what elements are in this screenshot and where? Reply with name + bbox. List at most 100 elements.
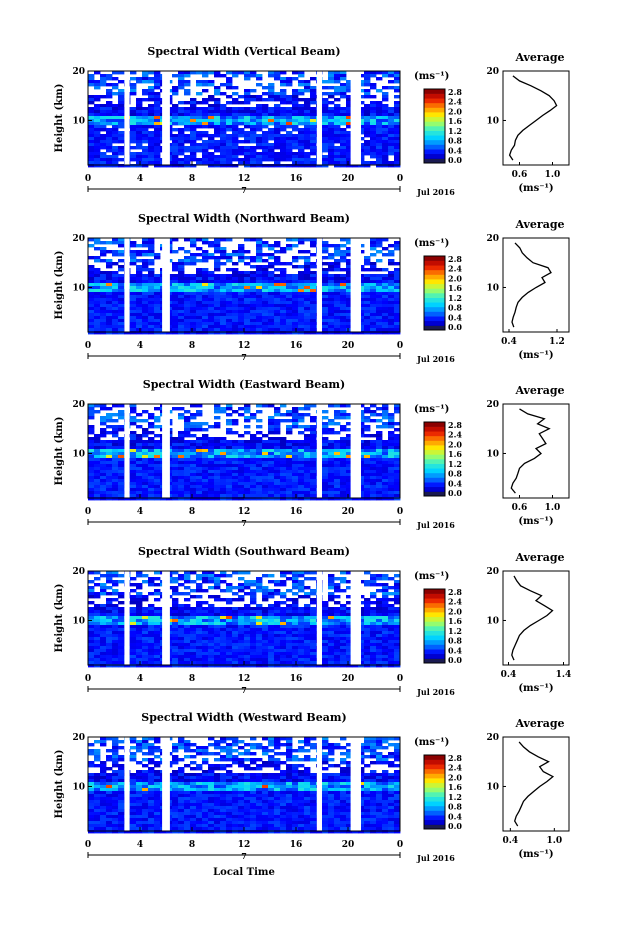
heatmap-cell: [106, 425, 113, 429]
heatmap-cell: [382, 161, 389, 165]
heatmap-cell: [196, 655, 203, 659]
data-gap: [124, 238, 130, 332]
x-tick-label: 12: [238, 174, 251, 184]
heatmap-cell: [214, 125, 221, 129]
heatmap-cell: [220, 410, 227, 414]
heatmap-cell: [232, 122, 239, 126]
heatmap-cell: [202, 116, 209, 120]
heatmap-cell: [238, 655, 245, 659]
heatmap-cell: [244, 140, 251, 144]
heatmap-cell: [226, 574, 233, 578]
heatmap-cell: [178, 470, 185, 474]
heatmap-cell: [136, 146, 143, 150]
heatmap-cell: [340, 476, 347, 480]
heatmap-cell: [274, 295, 281, 299]
heatmap-cell: [244, 431, 251, 435]
heatmap-cell: [310, 116, 317, 120]
heatmap-cell: [148, 143, 155, 147]
heatmap-cell: [382, 119, 389, 123]
heatmap-cell: [274, 125, 281, 129]
heatmap-cell: [106, 649, 113, 653]
colorbar-tick-label: 0.0: [448, 155, 462, 165]
heatmap-cell: [172, 464, 179, 468]
heatmap-cell: [310, 325, 317, 329]
heatmap-cell: [190, 640, 197, 644]
heatmap-cell: [196, 113, 203, 117]
heatmap-cell: [220, 625, 227, 629]
heatmap-cell: [232, 134, 239, 138]
heatmap-cell: [328, 458, 335, 462]
heatmap-cell: [214, 268, 221, 272]
heatmap-cell: [136, 619, 143, 623]
heatmap-cell: [202, 304, 209, 308]
heatmap-cell: [106, 634, 113, 638]
day-label: 7: [241, 518, 247, 528]
heatmap-cell: [196, 604, 203, 608]
heatmap-cell: [322, 110, 329, 114]
heatmap-cell: [220, 494, 227, 498]
heatmap-cell: [136, 631, 143, 635]
heatmap-cell: [250, 440, 257, 444]
heatmap-cell: [250, 664, 257, 668]
heatmap-cell: [364, 292, 371, 296]
profile-frame: [502, 237, 570, 333]
heatmap-cell: [286, 428, 293, 432]
heatmap-cell: [304, 119, 311, 123]
heatmap-cell: [298, 155, 305, 159]
heatmap-cell: [154, 470, 161, 474]
heatmap-cell: [310, 434, 317, 438]
heatmap-cell: [382, 280, 389, 284]
heatmap-cell: [262, 149, 269, 153]
heatmap-cell: [262, 131, 269, 135]
heatmap-cell: [136, 137, 143, 141]
heatmap-cell: [346, 241, 353, 245]
heatmap-cell: [346, 80, 353, 84]
heatmap-cell: [214, 467, 221, 471]
heatmap-cell: [262, 164, 269, 168]
heatmap-cell: [154, 301, 161, 305]
heatmap-cell: [334, 137, 341, 141]
heatmap-cell: [214, 416, 221, 420]
heatmap-cell: [370, 280, 377, 284]
heatmap-cell: [220, 250, 227, 254]
heatmap-cell: [226, 292, 233, 296]
heatmap-cell: [358, 283, 365, 287]
heatmap-cell: [136, 107, 143, 111]
heatmap-cell: [292, 283, 299, 287]
heatmap-cell: [142, 325, 149, 329]
heatmap-cell: [172, 128, 179, 132]
heatmap-cell: [118, 658, 125, 662]
heatmap-cell: [370, 107, 377, 111]
heatmap-cell: [244, 89, 251, 93]
heatmap-cell: [226, 238, 233, 242]
heatmap-cell: [202, 640, 209, 644]
heatmap-cell: [88, 122, 95, 126]
heatmap-cell: [100, 328, 107, 332]
heatmap-cell: [244, 476, 251, 480]
heatmap-cell: [292, 443, 299, 447]
heatmap-cell: [268, 485, 275, 489]
heatmap-cell: [178, 137, 185, 141]
heatmap-cell: [196, 131, 203, 135]
heatmap-cell: [118, 283, 125, 287]
heatmap-cell: [88, 140, 95, 144]
heatmap-cell: [370, 494, 377, 498]
heatmap-cell: [94, 640, 101, 644]
heatmap-cell: [250, 325, 257, 329]
heatmap-cell: [112, 431, 119, 435]
heatmap-cell: [100, 274, 107, 278]
heatmap-cell: [106, 610, 113, 614]
heatmap-cell: [190, 122, 197, 126]
heatmap-cell: [154, 646, 161, 650]
heatmap-cell: [154, 658, 161, 662]
heatmap-cell: [328, 322, 335, 326]
heatmap-cell: [202, 313, 209, 317]
heatmap-cell: [154, 589, 161, 593]
heatmap-cell: [382, 286, 389, 290]
heatmap-cell: [382, 313, 389, 317]
heatmap-cell: [130, 125, 137, 129]
heatmap-cell: [202, 485, 209, 489]
heatmap-cell: [382, 92, 389, 96]
heatmap-cell: [310, 304, 317, 308]
heatmap-cell: [244, 640, 251, 644]
